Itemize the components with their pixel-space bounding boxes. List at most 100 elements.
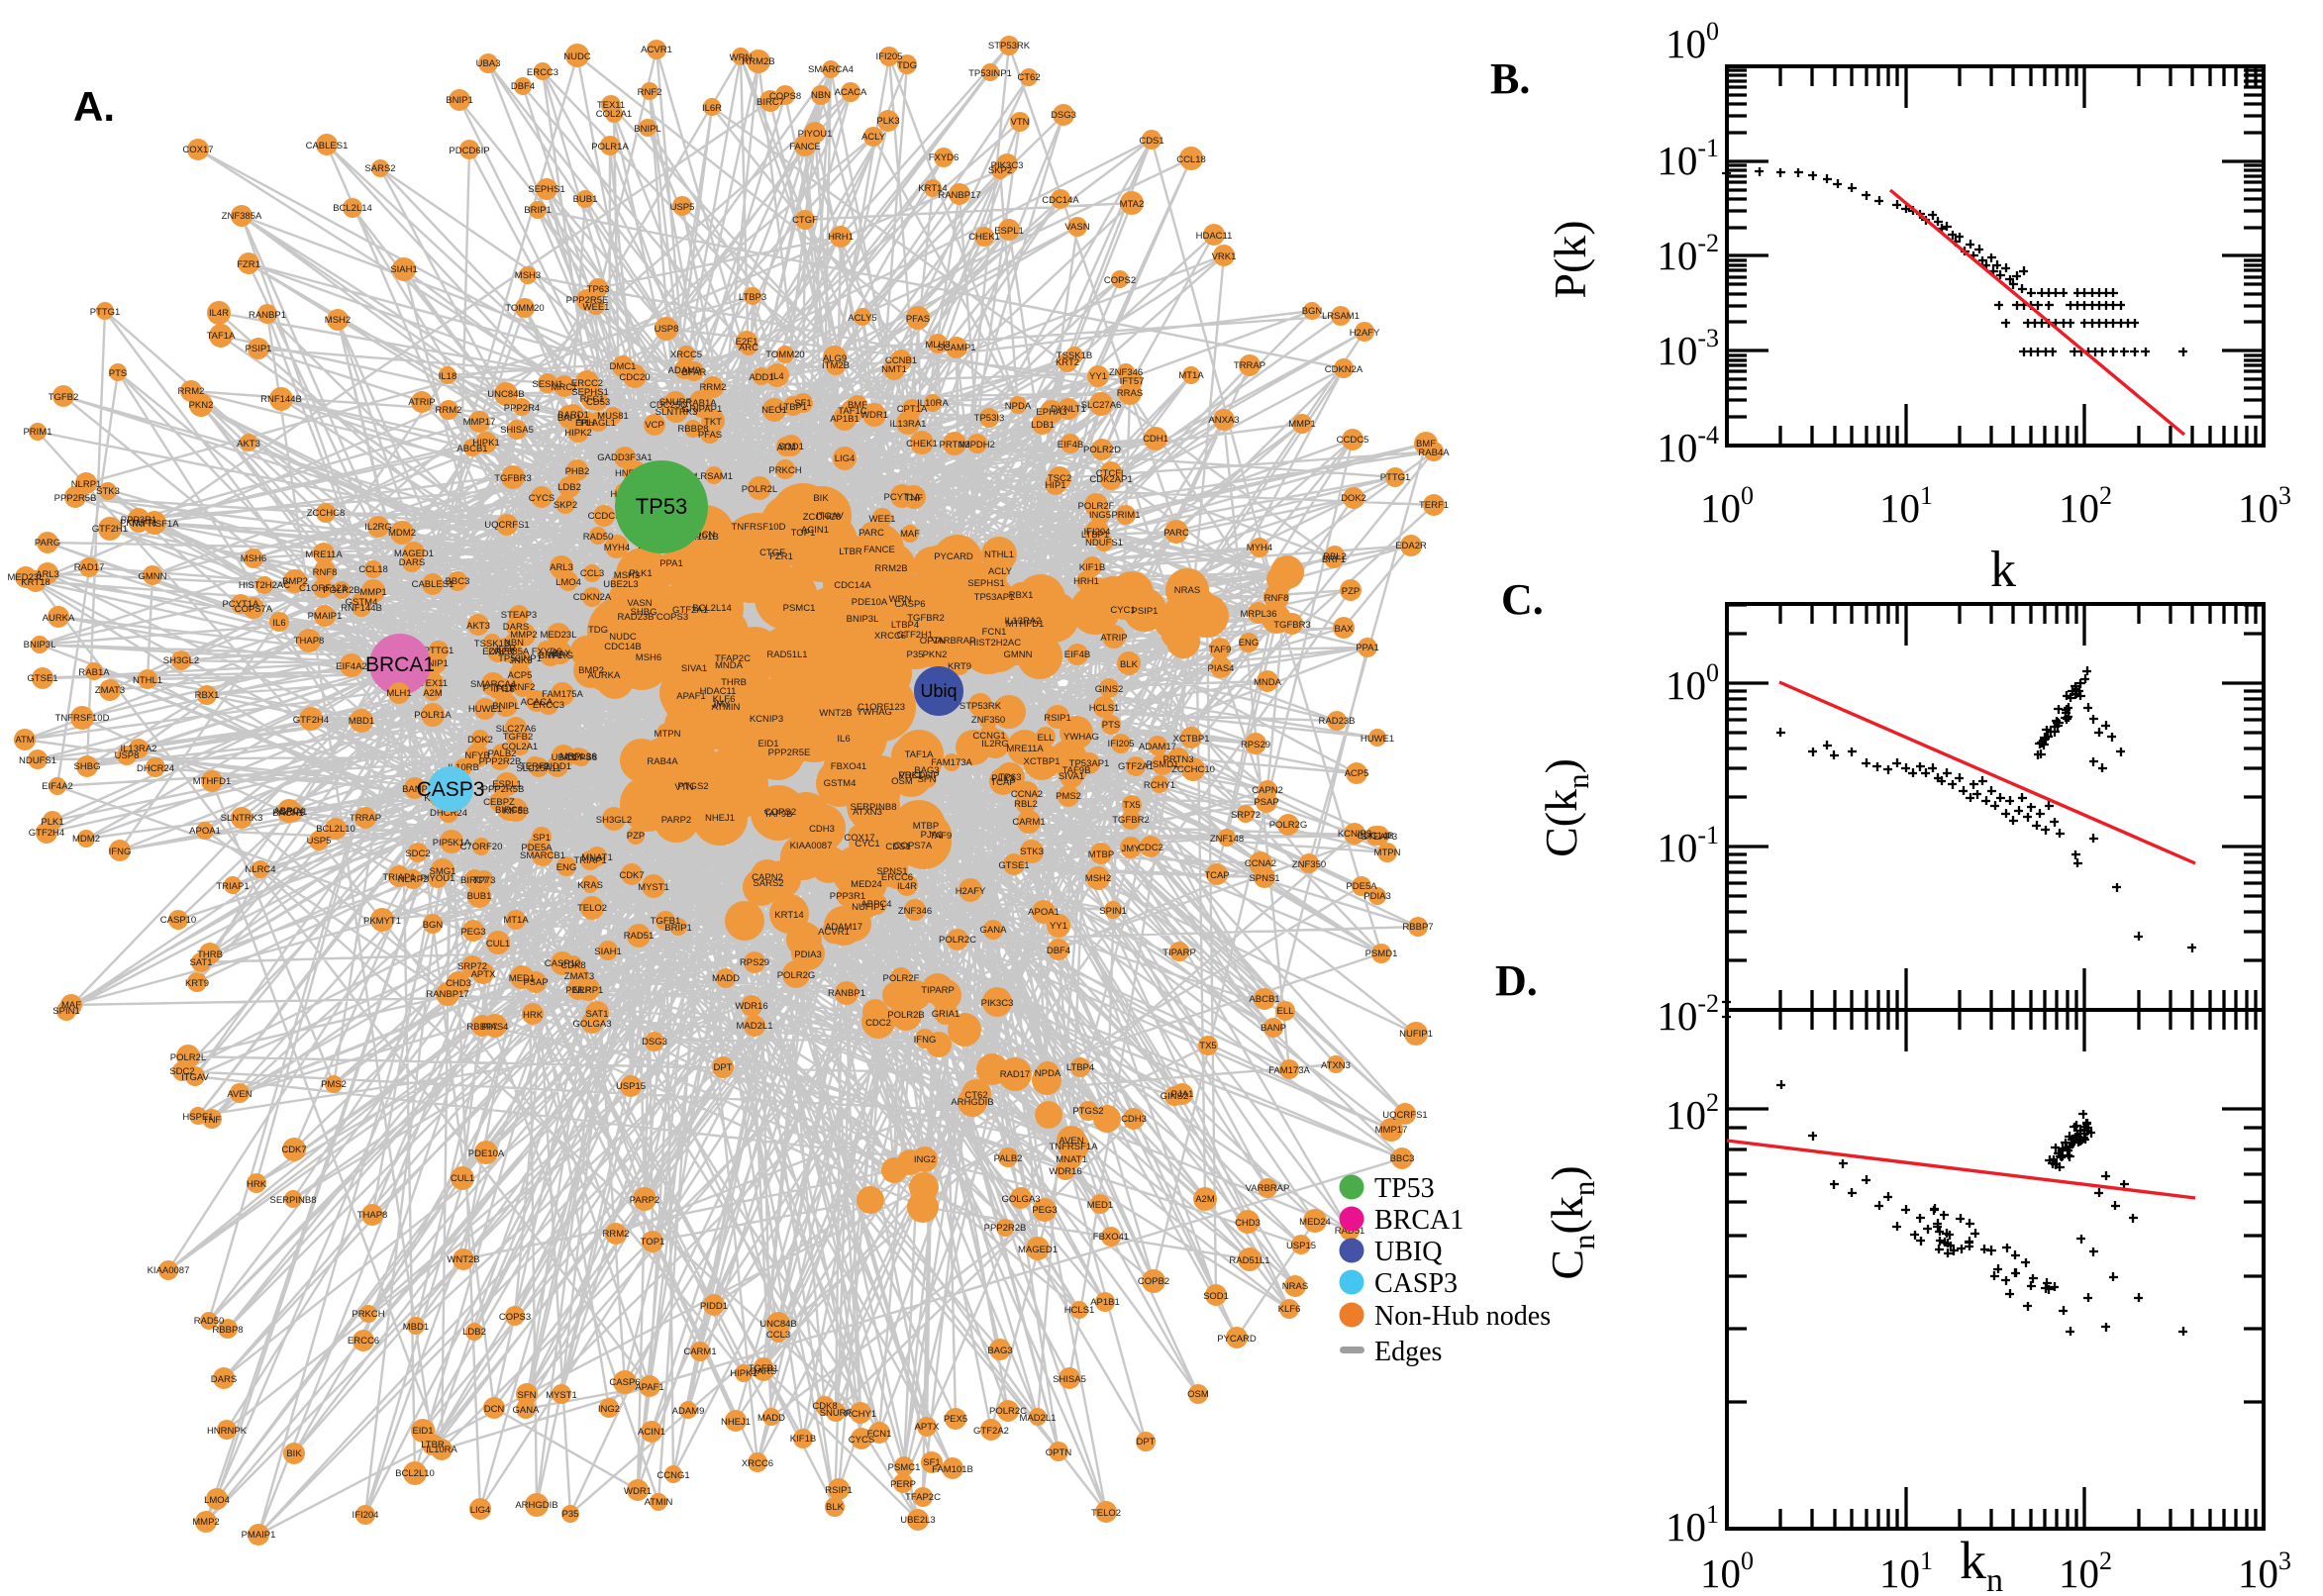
svg-text:KRT14: KRT14 bbox=[774, 910, 803, 921]
svg-text:CT62: CT62 bbox=[964, 1090, 987, 1101]
svg-text:POLR2C: POLR2C bbox=[989, 1406, 1027, 1417]
svg-text:PTTG1: PTTG1 bbox=[1380, 472, 1411, 483]
svg-text:KLF6: KLF6 bbox=[713, 694, 736, 705]
svg-text:SIAH1: SIAH1 bbox=[594, 947, 621, 957]
svg-text:LRSAM1: LRSAM1 bbox=[695, 471, 733, 482]
svg-text:PPP2R5B: PPP2R5B bbox=[482, 784, 525, 795]
svg-text:ATXN3: ATXN3 bbox=[853, 807, 882, 818]
svg-text:CASP3: CASP3 bbox=[417, 778, 485, 801]
svg-text:TAF9B: TAF9B bbox=[1062, 765, 1091, 776]
svg-text:IL10RA: IL10RA bbox=[426, 1445, 457, 1455]
svg-text:B.: B. bbox=[1490, 54, 1530, 103]
svg-text:NHEJ1: NHEJ1 bbox=[705, 813, 735, 824]
svg-text:TGFB2: TGFB2 bbox=[503, 732, 534, 743]
svg-text:PIAS4: PIAS4 bbox=[1208, 663, 1235, 674]
svg-text:BNIPL: BNIPL bbox=[634, 124, 660, 135]
svg-text:SCAMP1: SCAMP1 bbox=[937, 343, 975, 353]
svg-text:PDIA3: PDIA3 bbox=[794, 949, 821, 960]
svg-text:HUWE1: HUWE1 bbox=[468, 704, 502, 715]
svg-text:TGFB1: TGFB1 bbox=[749, 1363, 779, 1374]
svg-text:STEAP3: STEAP3 bbox=[1362, 832, 1397, 843]
svg-text:CDH1: CDH1 bbox=[1143, 434, 1168, 445]
svg-text:NLRC4: NLRC4 bbox=[245, 864, 275, 875]
svg-text:ZNF385A: ZNF385A bbox=[489, 647, 530, 657]
svg-text:CCDC5: CCDC5 bbox=[1337, 435, 1369, 446]
svg-text:IFI16: IFI16 bbox=[493, 684, 515, 695]
svg-text:RANBP1: RANBP1 bbox=[249, 310, 286, 321]
svg-text:ACLY: ACLY bbox=[988, 566, 1013, 577]
svg-text:BAP1: BAP1 bbox=[557, 413, 581, 424]
svg-text:VARBRAP: VARBRAP bbox=[1246, 1183, 1290, 1194]
svg-text:MED24: MED24 bbox=[1299, 1217, 1331, 1228]
svg-text:MYST1: MYST1 bbox=[546, 1390, 577, 1401]
svg-text:KRT14: KRT14 bbox=[918, 183, 947, 194]
svg-text:BACH1: BACH1 bbox=[272, 808, 304, 819]
svg-text:FBXO41: FBXO41 bbox=[831, 761, 866, 772]
svg-text:TELO2: TELO2 bbox=[1091, 1508, 1121, 1519]
svg-text:CHD3: CHD3 bbox=[1235, 1218, 1261, 1229]
svg-text:TKT: TKT bbox=[704, 417, 722, 428]
svg-text:VTN: VTN bbox=[1011, 117, 1030, 128]
svg-text:MTPN: MTPN bbox=[1374, 848, 1401, 858]
svg-text:RSIP1: RSIP1 bbox=[1044, 713, 1070, 724]
svg-text:SPNS1: SPNS1 bbox=[876, 866, 907, 877]
svg-text:CEBPZ: CEBPZ bbox=[483, 797, 515, 808]
svg-text:WRN: WRN bbox=[889, 594, 912, 605]
svg-text:MTHFD1: MTHFD1 bbox=[1006, 619, 1045, 630]
svg-text:MRC1: MRC1 bbox=[552, 382, 578, 393]
svg-text:VARBRAP: VARBRAP bbox=[932, 636, 976, 647]
svg-text:ERCC6: ERCC6 bbox=[881, 872, 913, 883]
svg-text:FAM101B: FAM101B bbox=[677, 532, 719, 543]
svg-text:CDS1: CDS1 bbox=[1139, 136, 1163, 147]
svg-text:ADAM9: ADAM9 bbox=[668, 365, 701, 376]
svg-text:ATRIP: ATRIP bbox=[408, 397, 435, 408]
svg-text:PSAP: PSAP bbox=[1254, 797, 1278, 808]
svg-text:TRIAP1: TRIAP1 bbox=[216, 881, 249, 892]
svg-text:XCTBP1: XCTBP1 bbox=[1024, 756, 1060, 767]
svg-text:ARL3: ARL3 bbox=[550, 562, 573, 573]
svg-text:MTPN: MTPN bbox=[655, 729, 681, 740]
svg-text:CDK2AP1: CDK2AP1 bbox=[1089, 474, 1132, 485]
svg-text:NEO1: NEO1 bbox=[761, 405, 787, 416]
svg-text:ITGAV: ITGAV bbox=[181, 1072, 209, 1083]
svg-text:HUWE1: HUWE1 bbox=[1361, 734, 1394, 745]
svg-text:ESPL1: ESPL1 bbox=[492, 779, 522, 790]
svg-text:RAB1A: RAB1A bbox=[78, 667, 110, 678]
svg-text:DMC1: DMC1 bbox=[610, 361, 637, 372]
svg-text:NMT1: NMT1 bbox=[881, 364, 907, 375]
svg-text:RAD50: RAD50 bbox=[583, 532, 614, 543]
svg-text:PFAS: PFAS bbox=[906, 314, 930, 325]
svg-text:RAD51: RAD51 bbox=[624, 931, 655, 942]
svg-text:FAM101B: FAM101B bbox=[932, 1464, 973, 1475]
svg-text:BRF1: BRF1 bbox=[539, 650, 562, 661]
svg-text:PRTN3: PRTN3 bbox=[1163, 754, 1194, 765]
svg-text:RFC1: RFC1 bbox=[580, 394, 605, 405]
svg-text:RBBP7: RBBP7 bbox=[466, 1022, 497, 1033]
svg-text:COX17: COX17 bbox=[182, 145, 213, 155]
svg-text:NTHL1: NTHL1 bbox=[984, 549, 1014, 560]
svg-text:TERF1: TERF1 bbox=[520, 761, 550, 772]
svg-text:ZCCHC10: ZCCHC10 bbox=[1171, 764, 1215, 775]
svg-text:PSIP1: PSIP1 bbox=[1132, 606, 1159, 617]
svg-text:GMNN: GMNN bbox=[138, 571, 166, 582]
svg-text:CCNA2: CCNA2 bbox=[1011, 789, 1043, 800]
svg-text:FCN1: FCN1 bbox=[867, 1429, 892, 1440]
svg-text:KIF1B: KIF1B bbox=[1079, 562, 1105, 573]
svg-text:MAD2L1: MAD2L1 bbox=[737, 1021, 773, 1032]
svg-text:DYNLT1: DYNLT1 bbox=[1051, 404, 1086, 415]
svg-text:POLR2F: POLR2F bbox=[883, 973, 920, 984]
svg-text:RANBP1: RANBP1 bbox=[828, 988, 865, 999]
svg-text:BUB1: BUB1 bbox=[573, 194, 598, 205]
svg-text:GOLGA3: GOLGA3 bbox=[572, 1019, 611, 1030]
svg-text:AKT3: AKT3 bbox=[466, 621, 490, 632]
svg-text:IFI205: IFI205 bbox=[876, 51, 903, 62]
svg-text:SHISA5: SHISA5 bbox=[500, 425, 534, 436]
svg-text:VRK1: VRK1 bbox=[899, 770, 924, 781]
svg-text:SESN1: SESN1 bbox=[532, 379, 562, 390]
svg-text:CARM1: CARM1 bbox=[683, 1347, 716, 1357]
svg-text:ENG: ENG bbox=[1239, 638, 1260, 648]
svg-text:PPP2R5E: PPP2R5E bbox=[566, 295, 609, 306]
svg-text:JNK3: JNK3 bbox=[509, 655, 532, 666]
svg-text:MSH6: MSH6 bbox=[241, 553, 266, 564]
svg-text:ACP5: ACP5 bbox=[1345, 768, 1369, 779]
